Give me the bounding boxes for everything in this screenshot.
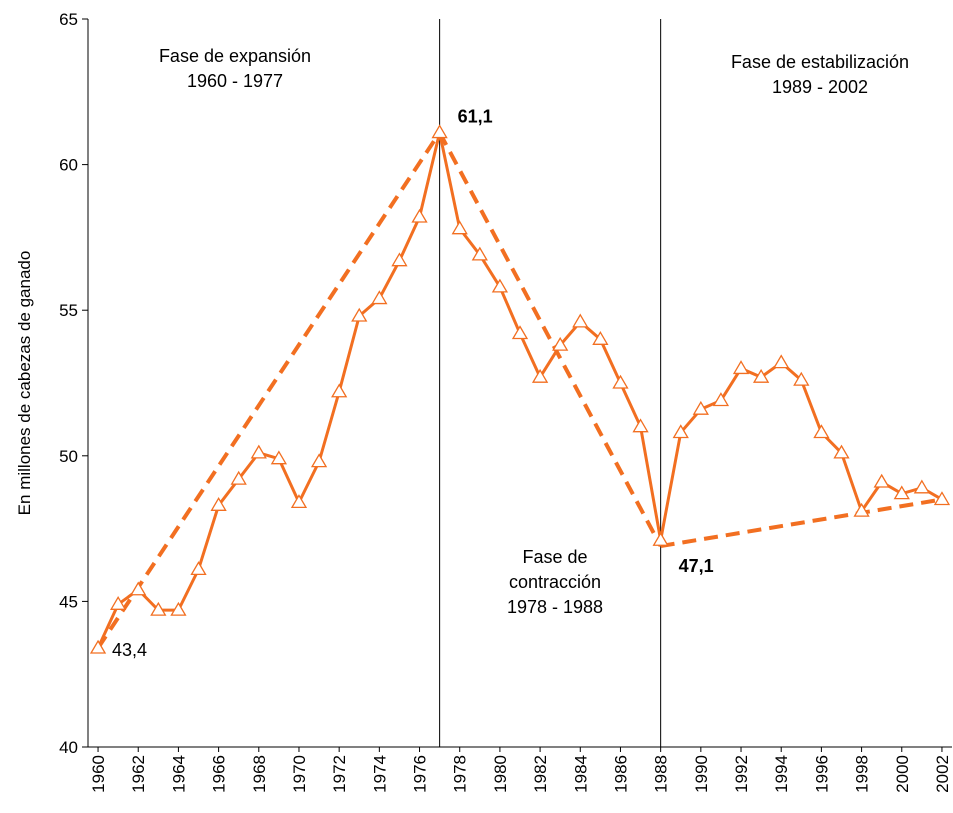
y-tick-label: 65	[59, 10, 78, 29]
x-tick-label: 2000	[893, 755, 912, 793]
marker	[672, 424, 689, 439]
marker	[511, 325, 529, 340]
marker	[652, 531, 669, 546]
marker	[531, 368, 549, 383]
marker	[592, 331, 609, 345]
x-tick-label: 1984	[571, 755, 590, 793]
x-tick-label: 1968	[250, 755, 269, 793]
x-tick-label: 1978	[451, 755, 470, 793]
x-tick-label: 2002	[933, 755, 952, 793]
x-tick-label: 1986	[611, 755, 630, 793]
marker	[793, 371, 810, 386]
x-tick-label: 1960	[89, 755, 108, 793]
value-label: 47,1	[679, 556, 714, 576]
y-tick-label: 55	[59, 301, 78, 320]
marker	[773, 354, 790, 369]
marker	[732, 360, 750, 375]
x-tick-label: 1972	[330, 755, 349, 793]
marker	[712, 392, 730, 407]
phase-annotation: 1989 - 2002	[772, 77, 868, 97]
phase-annotation: 1978 - 1988	[507, 597, 603, 617]
marker	[692, 400, 709, 415]
marker	[190, 561, 207, 576]
x-tick-label: 1964	[169, 755, 188, 793]
y-tick-label: 45	[59, 592, 78, 611]
marker	[130, 581, 147, 596]
phase-annotation: 1960 - 1977	[187, 71, 283, 91]
trend-line	[660, 497, 943, 549]
y-tick-label: 50	[59, 447, 78, 466]
marker	[491, 278, 509, 293]
marker	[270, 450, 288, 465]
marker	[632, 418, 649, 433]
y-axis-label: En millones de cabezas de ganado	[15, 251, 34, 516]
x-tick-label: 1974	[370, 755, 389, 793]
phase-annotation: Fase de	[522, 547, 587, 567]
phase-annotation: Fase de estabilización	[731, 52, 909, 72]
marker	[210, 497, 227, 511]
x-tick-label: 1962	[129, 755, 148, 793]
trend-line	[437, 131, 663, 548]
marker	[752, 368, 770, 383]
marker	[813, 424, 830, 439]
phase-annotation: Fase de expansión	[159, 46, 311, 66]
marker	[451, 220, 468, 235]
marker	[431, 124, 448, 139]
marker	[170, 601, 187, 616]
marker	[873, 473, 890, 488]
marker	[351, 307, 368, 322]
marker	[150, 601, 167, 616]
x-tick-label: 1992	[732, 755, 751, 793]
marker	[933, 491, 951, 506]
marker	[310, 453, 328, 468]
marker	[250, 444, 267, 459]
x-tick-label: 1982	[531, 755, 550, 793]
marker	[833, 444, 850, 459]
x-tick-label: 1988	[652, 755, 671, 793]
marker	[290, 494, 308, 509]
marker	[391, 252, 408, 267]
x-tick-label: 1976	[411, 755, 430, 793]
phase-annotation: contracción	[509, 572, 601, 592]
value-label: 61,1	[458, 107, 493, 127]
marker	[89, 639, 107, 654]
x-tick-label: 1980	[491, 755, 510, 793]
marker	[230, 470, 247, 485]
x-tick-label: 1966	[210, 755, 229, 793]
line	[96, 132, 943, 649]
marker	[893, 485, 910, 500]
x-tick-label: 1994	[772, 755, 791, 793]
marker	[913, 479, 930, 494]
marker	[471, 246, 488, 261]
marker	[552, 336, 569, 351]
trend-line	[96, 131, 442, 650]
x-tick-label: 1970	[290, 755, 309, 793]
value-label: 43,4	[112, 640, 147, 660]
marker	[110, 596, 127, 610]
marker	[853, 502, 870, 517]
x-tick-label: 1996	[812, 755, 831, 793]
marker	[331, 383, 348, 398]
marker	[411, 208, 428, 223]
marker	[572, 313, 589, 328]
x-tick-label: 1998	[853, 755, 872, 793]
y-tick-label: 60	[59, 156, 78, 175]
y-tick-label: 40	[59, 738, 78, 757]
marker	[612, 374, 629, 389]
x-tick-label: 1990	[692, 755, 711, 793]
marker	[371, 290, 388, 305]
